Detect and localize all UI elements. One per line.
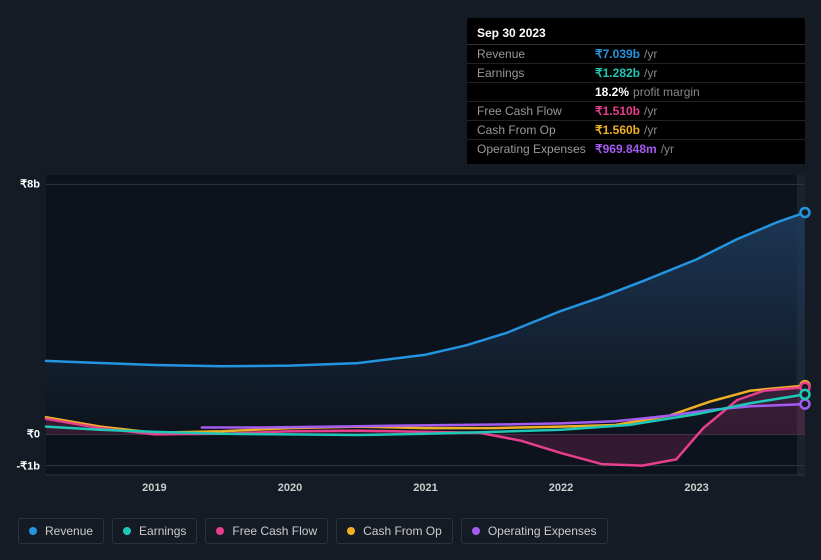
legend-label: Revenue xyxy=(45,524,93,538)
legend-item[interactable]: Operating Expenses xyxy=(461,518,608,544)
legend-item[interactable]: Earnings xyxy=(112,518,197,544)
legend-item[interactable]: Revenue xyxy=(18,518,104,544)
legend-dot-icon xyxy=(123,527,131,535)
tooltip-row-label: Cash From Op xyxy=(477,123,595,137)
legend-dot-icon xyxy=(29,527,37,535)
tooltip-row-label: Earnings xyxy=(477,66,595,80)
tooltip-row-value: ₹1.560b/yr xyxy=(595,123,657,137)
x-tick-label: 2019 xyxy=(142,482,166,494)
y-tick-label: ₹0 xyxy=(0,428,44,441)
tooltip-row: Revenue₹7.039b/yr xyxy=(467,45,805,64)
tooltip-row-label xyxy=(477,85,595,99)
tooltip-row: Earnings₹1.282b/yr xyxy=(467,64,805,83)
tooltip-date: Sep 30 2023 xyxy=(467,24,805,45)
tooltip-row: Free Cash Flow₹1.510b/yr xyxy=(467,102,805,121)
tooltip-row-value: ₹7.039b/yr xyxy=(595,47,657,61)
legend-dot-icon xyxy=(347,527,355,535)
chart-plot-area[interactable] xyxy=(46,175,805,475)
legend-label: Cash From Op xyxy=(363,524,442,538)
y-axis-labels: ₹8b ₹0 -₹1b xyxy=(0,0,44,560)
tooltip-row-value: ₹1.510b/yr xyxy=(595,104,657,118)
tooltip-row-value: ₹969.848m/yr xyxy=(595,142,674,156)
y-tick-label: ₹8b xyxy=(0,178,44,191)
tooltip-row-value: 18.2%profit margin xyxy=(595,85,700,99)
tooltip-row: 18.2%profit margin xyxy=(467,83,805,102)
tooltip-row-label: Free Cash Flow xyxy=(477,104,595,118)
x-tick-label: 2023 xyxy=(684,482,708,494)
x-tick-label: 2020 xyxy=(278,482,302,494)
x-tick-label: 2022 xyxy=(549,482,573,494)
tooltip-row-value: ₹1.282b/yr xyxy=(595,66,657,80)
tooltip-row-label: Operating Expenses xyxy=(477,142,595,156)
x-axis-labels: 2019 2020 2021 2022 2023 xyxy=(0,482,821,502)
legend-label: Earnings xyxy=(139,524,186,538)
legend-label: Operating Expenses xyxy=(488,524,597,538)
legend-item[interactable]: Free Cash Flow xyxy=(205,518,328,544)
tooltip-rows: Revenue₹7.039b/yrEarnings₹1.282b/yr18.2%… xyxy=(467,45,805,158)
legend-dot-icon xyxy=(216,527,224,535)
tooltip-row: Cash From Op₹1.560b/yr xyxy=(467,121,805,140)
chart-tooltip: Sep 30 2023 Revenue₹7.039b/yrEarnings₹1.… xyxy=(467,18,805,164)
legend-dot-icon xyxy=(472,527,480,535)
legend-label: Free Cash Flow xyxy=(232,524,317,538)
x-tick-label: 2021 xyxy=(413,482,437,494)
tooltip-row-label: Revenue xyxy=(477,47,595,61)
chart-legend: Revenue Earnings Free Cash Flow Cash From O… xyxy=(18,518,608,544)
y-tick-label: -₹1b xyxy=(0,459,44,472)
tooltip-row: Operating Expenses₹969.848m/yr xyxy=(467,140,805,158)
legend-item[interactable]: Cash From Op xyxy=(336,518,453,544)
